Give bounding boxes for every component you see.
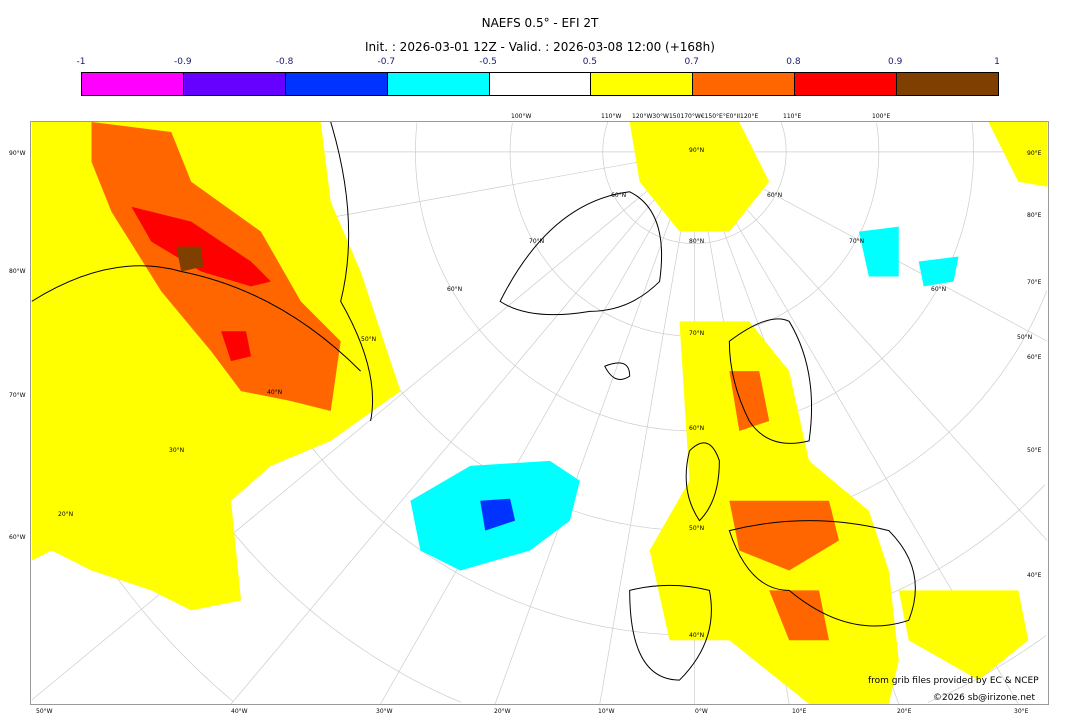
- map-grid-label: 90°N: [689, 147, 705, 154]
- map-grid-label: 50°N: [689, 525, 705, 532]
- yellow-area-north-america: [31, 122, 401, 611]
- map-grid-label: 110°W: [601, 113, 622, 120]
- latitude-circle: [509, 123, 880, 337]
- cyan-area-russia: [858, 226, 899, 277]
- map-grid-label: 90°W: [9, 150, 26, 157]
- colorbar-tick-label: 0.8: [786, 57, 801, 67]
- map-grid-label: 80°N: [689, 238, 705, 245]
- copyright: ©2026 sb@irizone.net: [933, 693, 1035, 703]
- colorbar-bin: [897, 73, 999, 95]
- red-area: [221, 331, 251, 362]
- map-grid-label: 20°N: [58, 511, 74, 518]
- map-grid-label: 60°N: [767, 192, 783, 199]
- yellow-area-asia: [988, 122, 1048, 187]
- map-grid-label: 40°E: [1027, 572, 1042, 579]
- colorbar-tick-label: 0.5: [582, 57, 598, 67]
- map-grid-label: 70°N: [689, 330, 705, 337]
- colorbar-tick-label: 1: [994, 57, 1000, 67]
- colorbar-tick-label: -0.8: [275, 57, 294, 67]
- map-grid-label: 90°E: [1027, 150, 1042, 157]
- map-grid-label: 60°E: [1027, 354, 1042, 361]
- map-grid-label: 50°W: [36, 708, 53, 715]
- map-grid-label: 120°W30°W150170°W€150°E°E0°II120°E: [632, 113, 759, 120]
- colorbar: [81, 72, 999, 96]
- map-grid-label: 50°N: [1017, 334, 1033, 341]
- latitude-circle: [927, 635, 1047, 703]
- map-grid-label: 60°N: [931, 286, 947, 293]
- latitude-circle: [602, 122, 787, 244]
- map-grid-label: 10°E: [792, 708, 807, 715]
- colorbar-bin: [489, 73, 592, 95]
- colorbar-tick-label: -0.5: [479, 57, 497, 67]
- map-grid-label: 30°W: [376, 708, 393, 715]
- yellow-area-polar: [629, 122, 770, 232]
- orange-area-europe: [729, 371, 770, 431]
- map-grid-label: 110°E: [783, 113, 802, 120]
- map-grid-label: 20°E: [897, 708, 912, 715]
- colorbar-tick-label: -1: [76, 57, 86, 67]
- colorbar-tick-label: -0.7: [377, 57, 396, 67]
- map-grid-label: 60°N: [447, 286, 463, 293]
- map-grid-label: 50°E: [1027, 447, 1042, 454]
- map-grid-label: 40°N: [689, 632, 705, 639]
- map-grid-label: 20°W: [494, 708, 511, 715]
- latitude-circle: [415, 122, 974, 432]
- map-panel: 90°W 80°W 70°W 60°W 90°E 80°E 70°E 60°E 50°E 40°E…: [9, 113, 1049, 715]
- chart-subtitle: Init. : 2026-03-01 12Z - Valid. : 2026-0…: [365, 40, 715, 54]
- map-grid-label: 80°W: [9, 268, 26, 275]
- colorbar-bin: [285, 73, 388, 95]
- map-grid-label: 10°W: [598, 708, 615, 715]
- latitude-circle: [876, 123, 880, 152]
- map-grid-label: 0°W: [695, 708, 708, 715]
- chart-title: NAEFS 0.5° - EFI 2T: [481, 16, 599, 30]
- map-grid-label: 70°W: [9, 392, 26, 399]
- map-grid-label: 60°N: [689, 425, 705, 432]
- cyan-area-russia: [918, 256, 959, 287]
- map-grid-label: 70°N: [849, 238, 865, 245]
- coastlines: [31, 122, 916, 681]
- colorbar-tick-label: -0.9: [173, 57, 192, 67]
- map-grid-label: 30°N: [169, 447, 185, 454]
- map-grid-label: 70°E: [1027, 279, 1042, 286]
- map-canvas: [31, 122, 1048, 704]
- map-grid-label: 60°N: [611, 192, 627, 199]
- brown-area: [176, 246, 204, 272]
- map-grid-label: 60°W: [9, 534, 26, 541]
- map-grid-label: 50°N: [361, 336, 377, 343]
- colorbar-bin: [183, 73, 286, 95]
- colorbar-tick-label: 0.7: [684, 57, 699, 67]
- map-grid-label: 40°W: [231, 708, 248, 715]
- map-grid-label: 100°E: [872, 113, 891, 120]
- efi-field: [31, 122, 1048, 704]
- map-grid-label: 30°E: [1014, 708, 1029, 715]
- latitude-circle: [780, 122, 787, 152]
- data-credit: from grib files provided by EC & NCEP: [868, 676, 1039, 686]
- map-grid-label: 80°E: [1027, 212, 1042, 219]
- blue-area-atlantic: [480, 498, 516, 531]
- map-grid-label: 40°N: [267, 389, 283, 396]
- orange-area-europe: [729, 500, 839, 571]
- colorbar-bin: [693, 73, 796, 95]
- map-grid-label: 70°N: [529, 238, 545, 245]
- colorbar-bin: [591, 73, 694, 95]
- latitude-circle: [971, 122, 974, 152]
- colorbar-tick-label: 0.9: [888, 57, 903, 67]
- yellow-area-east: [898, 590, 1029, 681]
- orange-area-italy: [769, 590, 830, 641]
- colorbar-bin: [82, 73, 184, 95]
- colorbar-bin: [387, 73, 490, 95]
- map-grid-label: 100°W: [511, 113, 532, 120]
- colorbar-bin: [795, 73, 898, 95]
